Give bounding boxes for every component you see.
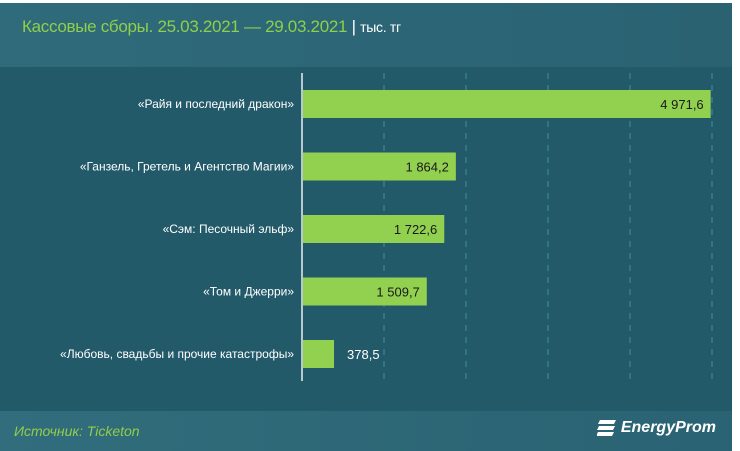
data-label: 1 509,7 bbox=[376, 285, 419, 300]
category-label: «Сэм: Песочный эльф» bbox=[163, 222, 295, 236]
logo-text: EnergyProm bbox=[620, 419, 716, 436]
bar bbox=[303, 215, 445, 243]
energyprom-logo: EnergyProm bbox=[596, 419, 716, 437]
category-label: «Том и Джерри» bbox=[203, 285, 294, 299]
category-label: «Любовь, свадьбы и прочие катастрофы» bbox=[60, 347, 294, 361]
chart-title: Кассовые сборы. 25.03.2021 — 29.03.2021 … bbox=[22, 17, 401, 37]
data-label: 378,5 bbox=[347, 347, 380, 362]
footer: Источник: Ticketon EnergyProm bbox=[0, 411, 732, 451]
source-label: Источник: Ticketon bbox=[14, 423, 140, 439]
bar-chart: «Райя и последний дракон» 4 971,6 «Ганзель… bbox=[60, 73, 713, 381]
bar bbox=[303, 90, 711, 118]
header: Кассовые сборы. 25.03.2021 — 29.03.2021 … bbox=[0, 3, 732, 67]
logo-icon bbox=[596, 420, 616, 436]
unit-label: тыс. тг bbox=[360, 19, 401, 35]
data-label: 1 864,2 bbox=[405, 160, 448, 175]
data-label: 4 971,6 bbox=[660, 97, 703, 112]
category-label: «Ганзель, Гретель и Агентство Магии» bbox=[80, 160, 295, 174]
bar bbox=[303, 340, 335, 368]
chart-frame: Кассовые сборы. 25.03.2021 — 29.03.2021 … bbox=[0, 3, 732, 451]
title-text: Кассовые сборы. 25.03.2021 — 29.03.2021 bbox=[22, 17, 348, 36]
bar bbox=[303, 277, 427, 306]
data-label: 1 722,6 bbox=[394, 222, 437, 237]
bar bbox=[303, 152, 456, 181]
category-label: «Райя и последний дракон» bbox=[138, 97, 295, 111]
title-separator: | bbox=[347, 17, 361, 36]
